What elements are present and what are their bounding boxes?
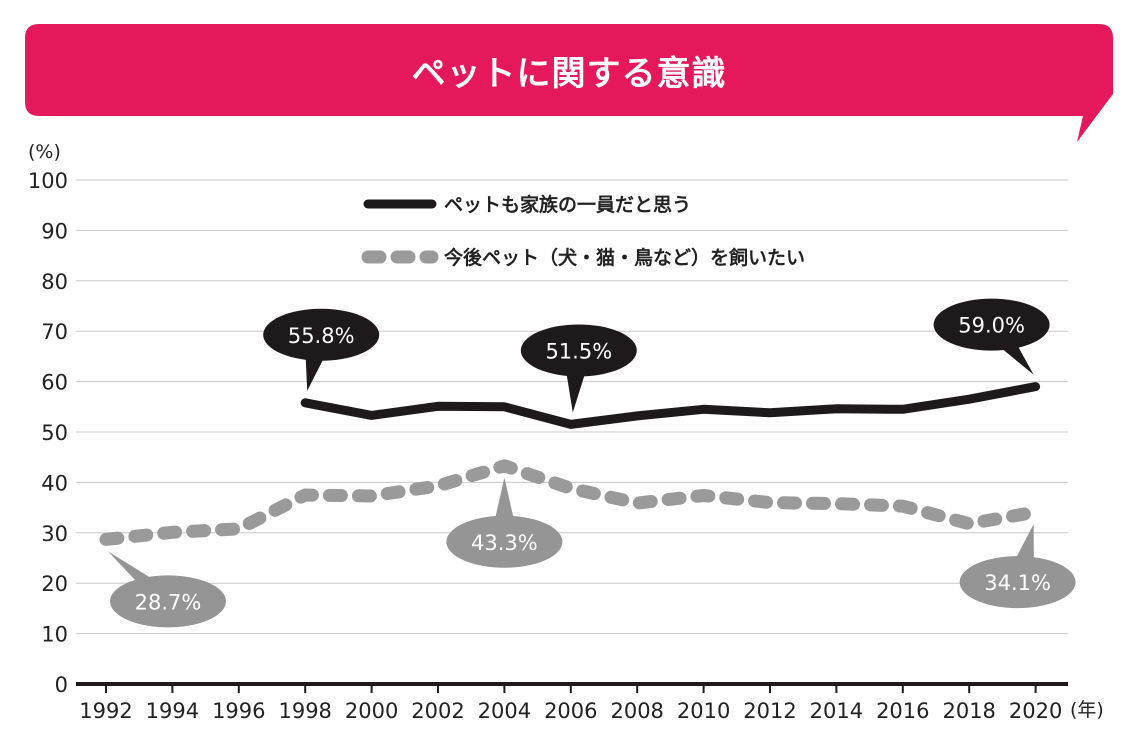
callout-label: 43.3% xyxy=(471,531,538,555)
y-tick-label: 0 xyxy=(55,673,68,697)
callout-bubble xyxy=(110,575,226,628)
series-lines xyxy=(99,382,1043,546)
series-line-want-pet xyxy=(99,459,1043,546)
y-tick-label: 10 xyxy=(41,623,68,647)
chart-title: ペットに関する意識 xyxy=(411,53,727,94)
callout-bubble xyxy=(959,556,1076,609)
y-axis-unit: (%) xyxy=(28,141,61,163)
callout-label: 51.5% xyxy=(545,339,612,363)
x-tick-label: 2010 xyxy=(677,699,730,723)
callout-pointer xyxy=(108,551,157,582)
callout-pointer xyxy=(1013,524,1034,563)
x-tick-label: 2012 xyxy=(743,699,796,723)
x-tick-label: 2014 xyxy=(810,699,863,723)
callout-label: 28.7% xyxy=(135,590,202,614)
legend-label: ペットも家族の一員だと思う xyxy=(444,193,691,216)
callout: 43.3% xyxy=(446,477,563,568)
y-tick-label: 80 xyxy=(41,270,68,294)
callout-bubble xyxy=(263,308,380,361)
callout-pointer xyxy=(305,354,326,391)
callout-label: 34.1% xyxy=(984,571,1051,595)
x-tick-label: 2018 xyxy=(942,699,995,723)
callout: 51.5% xyxy=(520,324,637,413)
y-tick-label: 70 xyxy=(41,320,68,344)
value-callouts: 55.8% 51.5% 59.0% 28.7% 43.3% 34.1% xyxy=(108,298,1076,628)
x-tick-label: 1992 xyxy=(79,699,132,723)
callout-bubble xyxy=(933,298,1050,351)
legend-item: ペットも家族の一員だと思う xyxy=(363,193,691,216)
y-tick-label: 90 xyxy=(41,219,68,243)
callout-bubble xyxy=(520,324,637,377)
callout: 55.8% xyxy=(263,308,380,391)
x-tick-label: 1994 xyxy=(146,699,199,723)
legend-item: 今後ペット（犬・猫・鳥など）を飼いたい xyxy=(361,246,805,269)
callout-pointer xyxy=(997,344,1034,375)
callout-label: 59.0% xyxy=(958,314,1025,338)
x-tick-label: 2000 xyxy=(345,699,398,723)
callout-pointer xyxy=(494,477,515,522)
callout: 34.1% xyxy=(959,524,1076,609)
callout-label: 55.8% xyxy=(288,324,355,348)
x-tick-label: 2016 xyxy=(876,699,929,723)
x-axis-unit: (年) xyxy=(1070,699,1104,721)
legend-label: 今後ペット（犬・猫・鳥など）を飼いたい xyxy=(443,246,805,269)
series-line-family xyxy=(300,382,1041,429)
callout: 59.0% xyxy=(933,298,1050,375)
x-tick-label: 2020 xyxy=(1009,699,1062,723)
y-tick-label: 30 xyxy=(41,522,68,546)
title-banner: ペットに関する意識 xyxy=(25,24,1113,142)
y-tick-label: 60 xyxy=(41,371,68,395)
x-tick-label: 1998 xyxy=(278,699,331,723)
y-tick-label: 100 xyxy=(28,169,68,193)
x-tick-label: 2006 xyxy=(544,699,597,723)
y-tick-label: 20 xyxy=(41,572,68,596)
x-tick-label: 2002 xyxy=(411,699,464,723)
x-axis: 1992 1994 1996 1998 2000 2002 2004 2006 2008 2010… xyxy=(76,682,1104,723)
title-banner-shape xyxy=(25,24,1113,142)
x-tick-label: 2008 xyxy=(610,699,663,723)
callout-pointer xyxy=(566,370,586,413)
x-tick-label: 2004 xyxy=(478,699,531,723)
y-axis-ticks: 0 10 20 30 40 50 60 70 80 90 100 xyxy=(28,169,68,697)
x-tick-label: 1996 xyxy=(212,699,265,723)
callout-bubble xyxy=(446,515,563,568)
y-tick-label: 40 xyxy=(41,471,68,495)
y-tick-label: 50 xyxy=(41,421,68,445)
callout: 28.7% xyxy=(108,551,226,628)
